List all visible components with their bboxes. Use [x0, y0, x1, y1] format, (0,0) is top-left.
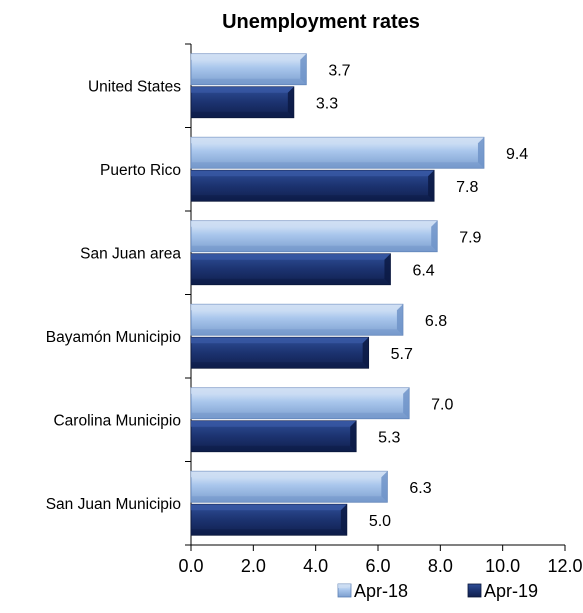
- bar-bevel-bottom: [191, 245, 438, 252]
- data-label: 6.3: [409, 480, 431, 497]
- bar-bevel-end: [362, 337, 369, 369]
- bar-bevel-top: [191, 420, 357, 427]
- category-label: San Juan Municipio: [46, 496, 181, 513]
- x-tick-label: 10.0: [485, 556, 520, 576]
- bar-bevel-bottom: [191, 496, 388, 503]
- bar-bevel-end: [477, 137, 484, 169]
- bar-bevel-top: [191, 304, 403, 311]
- data-label: 6.4: [412, 262, 434, 279]
- bar-bevel-end: [340, 504, 347, 536]
- bar-bevel-bottom: [191, 195, 435, 202]
- bar-bevel-end: [350, 420, 357, 452]
- data-label: 7.0: [431, 396, 453, 413]
- bar-bevel-bottom: [191, 329, 403, 336]
- bar-bevel-end: [403, 387, 410, 419]
- bar-bevel-bottom: [191, 78, 307, 85]
- category-label: Carolina Municipio: [53, 412, 181, 429]
- x-tick-label: 6.0: [365, 556, 390, 576]
- data-label: 3.3: [316, 95, 338, 112]
- data-label: 9.4: [506, 146, 528, 163]
- legend-label: Apr-18: [354, 581, 408, 601]
- bar-bevel-top: [191, 504, 347, 511]
- legend: Apr-18 Apr-19: [337, 581, 538, 601]
- data-label: 3.7: [328, 62, 350, 79]
- bar-bevel-top: [191, 53, 307, 60]
- data-label: 7.9: [459, 229, 481, 246]
- bar-bevel-bottom: [191, 111, 294, 118]
- bar-bevel-bottom: [191, 162, 484, 169]
- x-tick-label: 4.0: [303, 556, 328, 576]
- category-label: Bayamón Municipio: [46, 329, 181, 346]
- bar-bevel-top: [191, 137, 484, 144]
- x-tick-label: 12.0: [547, 556, 582, 576]
- plot-area: 0.0 2.0 4.0 6.0 8.0 10.0 12.0 United States 3.7 3…: [46, 43, 583, 576]
- bar-bevel-bottom: [191, 445, 357, 452]
- data-label: 5.0: [369, 513, 391, 530]
- category-label: United States: [88, 78, 181, 95]
- x-tick-label: 8.0: [428, 556, 453, 576]
- data-label: 6.8: [425, 313, 447, 330]
- x-tick-label: 0.0: [178, 556, 203, 576]
- bar-bevel-top: [191, 337, 369, 344]
- bar-bevel-top: [191, 220, 438, 227]
- bar-bevel-end: [428, 170, 435, 202]
- bar-bevel-end: [384, 253, 391, 285]
- bar-bevel-bottom: [191, 412, 410, 419]
- bar-bevel-end: [300, 53, 307, 85]
- chart-title: Unemployment rates: [222, 11, 420, 33]
- bar-bevel-top: [191, 387, 410, 394]
- category-label: Puerto Rico: [100, 162, 181, 179]
- bar-bevel-bottom: [191, 278, 391, 285]
- bar-bevel-end: [431, 220, 438, 252]
- data-label: 7.8: [456, 179, 478, 196]
- data-label: 5.7: [391, 346, 413, 363]
- legend-swatch-bevel: [338, 584, 351, 588]
- bar-bevel-bottom: [191, 529, 347, 536]
- bar-bevel-top: [191, 253, 391, 260]
- data-label: 5.3: [378, 429, 400, 446]
- x-tick-label: 2.0: [241, 556, 266, 576]
- bar-bevel-top: [191, 471, 388, 478]
- legend-swatch-apr-19: [467, 583, 482, 598]
- legend-label: Apr-19: [484, 581, 538, 601]
- bar-bevel-end: [287, 86, 294, 118]
- bar-bevel-top: [191, 170, 435, 177]
- bar-bevel-top: [191, 86, 294, 93]
- bar-bevel-end: [396, 304, 403, 336]
- bar-bevel-bottom: [191, 362, 369, 369]
- category-label: San Juan area: [80, 245, 181, 262]
- bar-bevel-end: [381, 471, 388, 503]
